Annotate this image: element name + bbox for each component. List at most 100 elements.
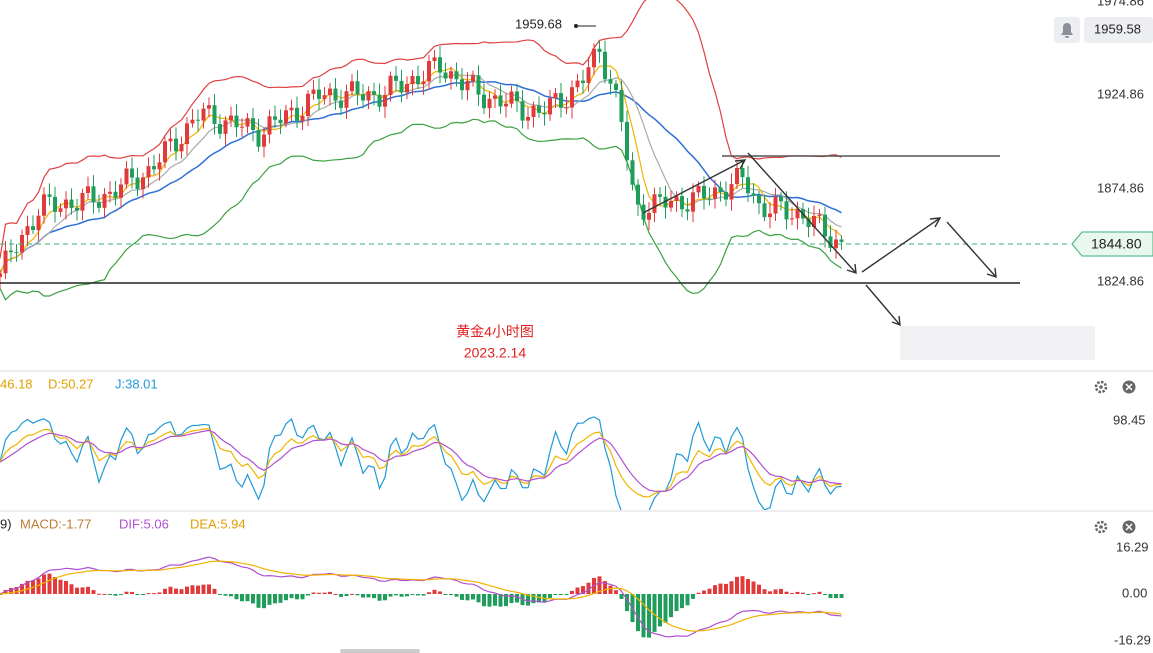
macd-bar bbox=[465, 594, 470, 601]
kdj-d-line bbox=[0, 429, 842, 492]
candle-body bbox=[157, 162, 162, 170]
macd-dif: DIF:5.06 bbox=[119, 516, 169, 531]
macd-pane bbox=[0, 556, 844, 638]
macd-bar bbox=[168, 586, 173, 594]
macd-bar bbox=[157, 592, 162, 594]
macd-bar bbox=[284, 594, 288, 601]
candle-body bbox=[31, 226, 35, 230]
candle-body bbox=[586, 67, 591, 84]
candle-body bbox=[614, 83, 618, 90]
macd-bar bbox=[724, 583, 728, 594]
macd-bar bbox=[757, 584, 761, 594]
macd-bar bbox=[135, 594, 140, 595]
candle-body bbox=[75, 207, 79, 211]
candle-body bbox=[729, 184, 734, 200]
candle-body bbox=[537, 105, 541, 113]
macd-bar bbox=[707, 588, 712, 594]
candle-body bbox=[603, 51, 607, 80]
macd-bar bbox=[328, 591, 332, 594]
candle-body bbox=[196, 119, 200, 121]
candle-body bbox=[322, 95, 327, 99]
macd-bar bbox=[350, 593, 354, 595]
candle-body bbox=[432, 57, 437, 62]
candle-body bbox=[25, 226, 30, 235]
macd-bar bbox=[729, 581, 734, 594]
macd-bar bbox=[586, 582, 591, 594]
kdj-pane bbox=[0, 416, 842, 510]
macd-bar bbox=[64, 580, 68, 594]
macd-close[interactable] bbox=[1122, 520, 1136, 534]
macd-bar bbox=[174, 588, 178, 594]
macd-bar bbox=[333, 593, 338, 595]
arrow bbox=[642, 159, 747, 214]
candle-body bbox=[823, 214, 827, 237]
macd-bar bbox=[619, 594, 624, 599]
macd-bar bbox=[680, 594, 684, 609]
candle-body bbox=[504, 103, 508, 107]
macd-bar bbox=[432, 589, 437, 594]
candle-body bbox=[0, 273, 2, 278]
candle-body bbox=[306, 93, 310, 117]
candle-body bbox=[564, 107, 569, 109]
macd-bar bbox=[487, 594, 492, 607]
macd-bar bbox=[9, 587, 13, 594]
macd-bar bbox=[498, 594, 503, 607]
macd-settings[interactable] bbox=[1094, 520, 1108, 534]
kdj-settings[interactable] bbox=[1094, 380, 1108, 394]
macd-bar bbox=[751, 581, 756, 594]
scrollbar[interactable] bbox=[340, 649, 420, 653]
macd-bar bbox=[427, 592, 431, 594]
macd-bar bbox=[20, 583, 24, 594]
macd-bar bbox=[410, 594, 415, 595]
candle-body bbox=[240, 126, 244, 128]
candle-body bbox=[735, 167, 739, 185]
candle-body bbox=[36, 215, 41, 230]
macd-bar bbox=[218, 594, 222, 595]
candle-body bbox=[718, 187, 723, 192]
macd-bar bbox=[740, 576, 745, 594]
macd-bar bbox=[647, 594, 651, 638]
candle-body bbox=[339, 100, 343, 108]
macd-bar bbox=[146, 593, 151, 595]
caption-date: 2023.2.14 bbox=[464, 345, 526, 361]
candle-body bbox=[328, 88, 332, 96]
candle-body bbox=[212, 105, 217, 125]
candle-body bbox=[575, 80, 580, 88]
candle-body bbox=[460, 79, 464, 91]
macd-bar bbox=[614, 590, 618, 594]
candle-body bbox=[696, 185, 701, 193]
macd-bar bbox=[795, 591, 800, 594]
macd-bar bbox=[773, 589, 778, 594]
macd-bar bbox=[130, 591, 134, 594]
candle-body bbox=[757, 195, 761, 204]
macd-bar bbox=[223, 594, 228, 596]
macd-bar bbox=[482, 594, 486, 607]
arrow bbox=[747, 152, 857, 275]
candle-body bbox=[273, 116, 277, 120]
macd-bar bbox=[141, 594, 145, 595]
candle-body bbox=[427, 61, 431, 82]
candle-body bbox=[3, 250, 8, 274]
candle-body bbox=[625, 121, 629, 161]
macd-bar bbox=[80, 587, 85, 594]
candle-body bbox=[119, 184, 123, 198]
macd-bar bbox=[179, 589, 184, 594]
macd-bar bbox=[119, 594, 123, 595]
candle-body bbox=[597, 48, 602, 52]
candle-body bbox=[498, 95, 503, 107]
candle-body bbox=[581, 80, 585, 84]
candle-body bbox=[355, 81, 360, 95]
candle-body bbox=[344, 91, 349, 108]
gear-icon bbox=[1094, 520, 1108, 534]
close-x bbox=[1125, 383, 1133, 391]
macd-bar bbox=[212, 588, 217, 594]
close-x bbox=[1125, 523, 1133, 531]
kdj-close[interactable] bbox=[1122, 380, 1136, 394]
candle-body bbox=[790, 218, 794, 220]
candle-body bbox=[834, 239, 838, 248]
macd-bar bbox=[416, 594, 420, 596]
candle-body bbox=[185, 123, 189, 145]
macd-bar bbox=[185, 586, 189, 594]
kdj-j: J:38.01 bbox=[115, 376, 158, 391]
candle-body bbox=[471, 75, 475, 82]
